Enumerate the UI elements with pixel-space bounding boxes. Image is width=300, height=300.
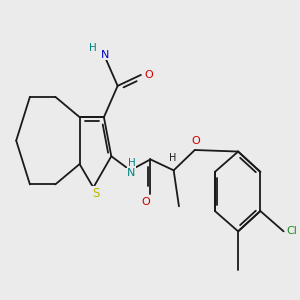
- Text: H: H: [128, 158, 135, 169]
- Text: O: O: [191, 136, 200, 146]
- Text: H: H: [169, 153, 176, 164]
- Text: N: N: [127, 169, 136, 178]
- Text: S: S: [92, 187, 99, 200]
- Text: N: N: [101, 50, 109, 60]
- Text: Cl: Cl: [286, 226, 298, 236]
- Text: O: O: [142, 196, 151, 207]
- Text: O: O: [144, 70, 153, 80]
- Text: H: H: [89, 43, 97, 53]
